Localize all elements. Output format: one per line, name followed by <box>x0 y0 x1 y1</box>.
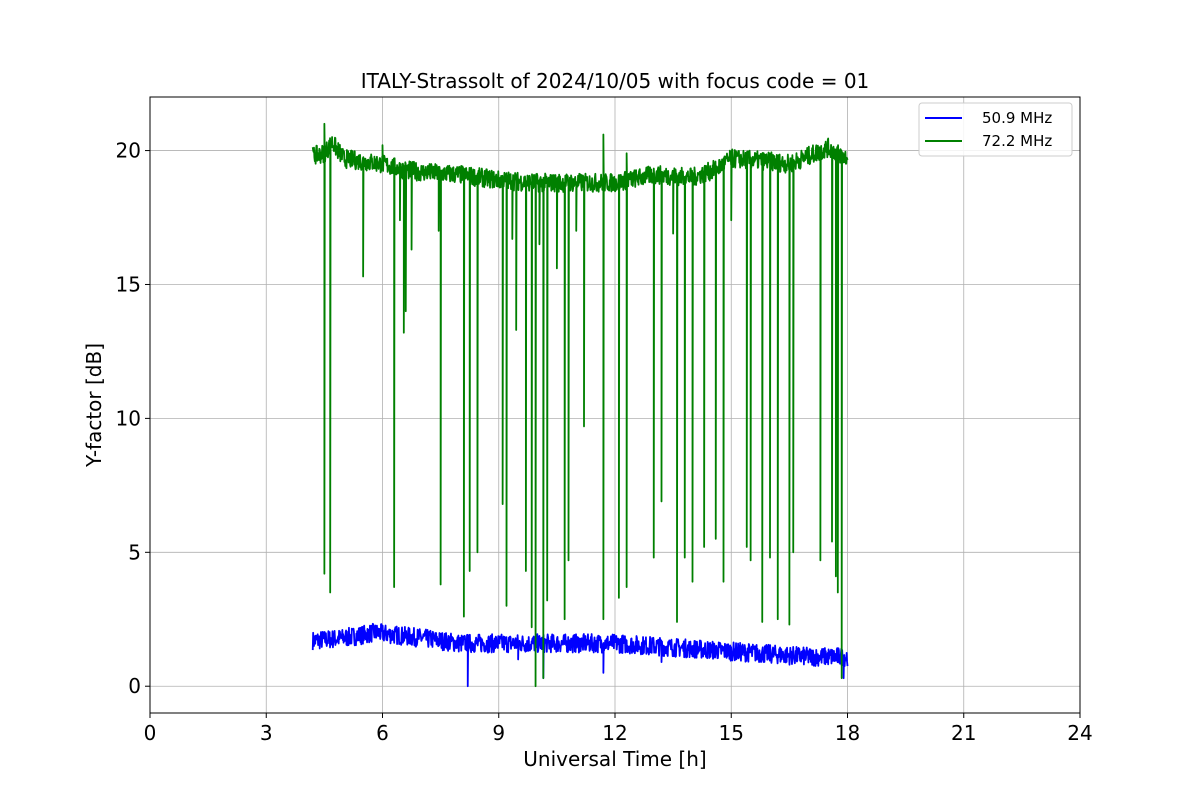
x-tick-label: 0 <box>144 721 157 745</box>
y-tick-label: 20 <box>116 139 141 163</box>
x-axis-label: Universal Time [h] <box>523 747 706 771</box>
series-line-1 <box>311 622 849 688</box>
x-tick-label: 24 <box>1067 721 1092 745</box>
y-tick-label: 0 <box>128 674 141 698</box>
x-tick-label: 9 <box>492 721 505 745</box>
legend-box <box>918 102 1073 157</box>
series-line-2 <box>311 122 849 688</box>
x-axis: 0 3 6 9 12 15 18 21 24 <box>144 713 1093 745</box>
x-tick-label: 3 <box>260 721 273 745</box>
legend: 50.9 MHz 72.2 MHz <box>918 102 1073 157</box>
x-tick-label: 15 <box>719 721 744 745</box>
legend-label: 50.9 MHz <box>982 109 1052 127</box>
x-tick-label: 6 <box>376 721 389 745</box>
y-tick-label: 5 <box>128 540 141 564</box>
chart-title: ITALY-Strassolt of 2024/10/05 with focus… <box>361 69 870 93</box>
x-tick-label: 18 <box>835 721 860 745</box>
legend-label: 72.2 MHz <box>982 132 1052 150</box>
y-tick-label: 15 <box>116 272 141 296</box>
y-axis-label: Y-factor [dB] <box>82 343 106 468</box>
x-tick-label: 12 <box>602 721 627 745</box>
y-tick-label: 10 <box>116 406 141 430</box>
x-tick-label: 21 <box>951 721 976 745</box>
plot-area <box>311 122 849 688</box>
y-axis: 0 5 10 15 20 <box>116 139 150 698</box>
